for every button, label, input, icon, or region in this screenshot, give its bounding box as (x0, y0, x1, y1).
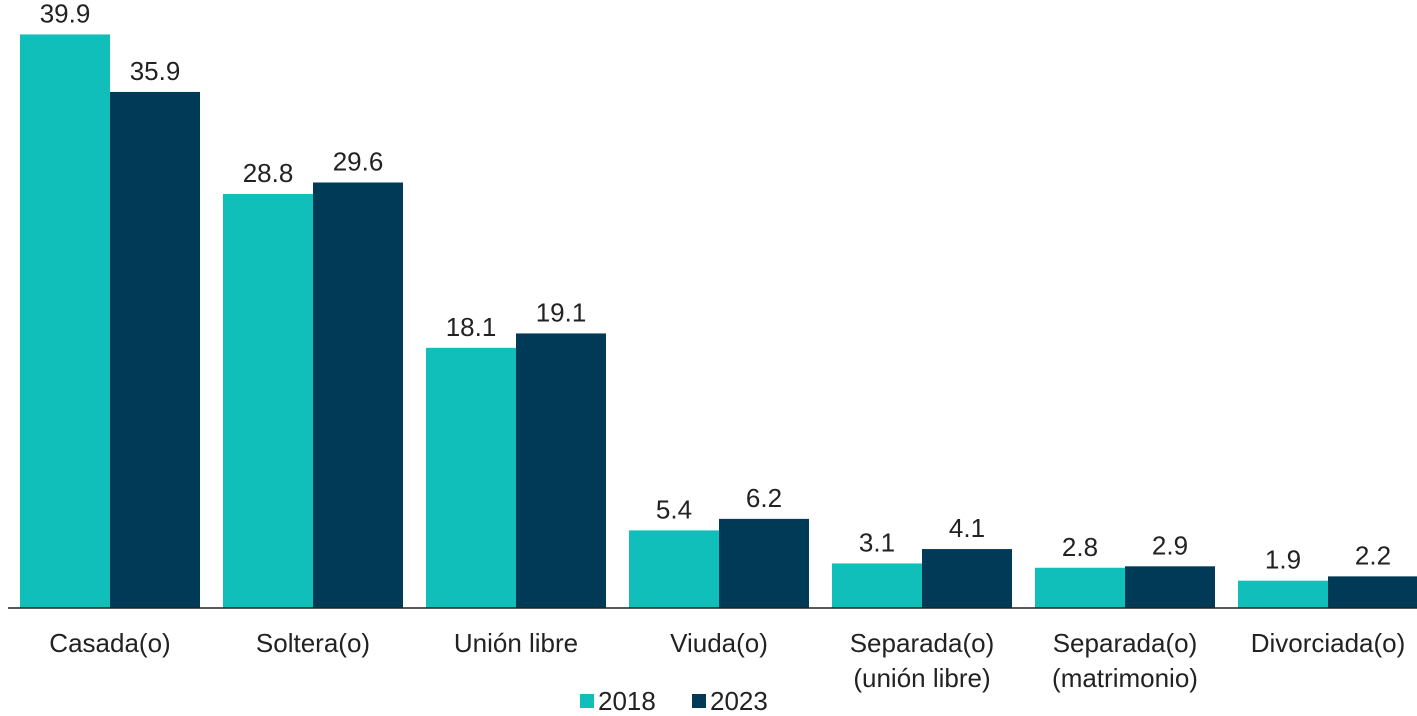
data-label: 3.1 (859, 527, 895, 557)
x-tick-label-line: Soltera(o) (256, 628, 370, 658)
legend-label: 2023 (710, 686, 768, 716)
data-label: 18.1 (446, 312, 497, 342)
x-tick-label: Divorciada(o) (1251, 628, 1406, 658)
bar (1035, 567, 1125, 608)
x-tick-label-line: (matrimonio) (1052, 663, 1198, 693)
bar (110, 91, 200, 608)
x-tick-label-line: Divorciada(o) (1251, 628, 1406, 658)
legend-label: 2018 (598, 686, 656, 716)
bar (223, 194, 313, 608)
data-label: 6.2 (746, 483, 782, 513)
data-label: 28.8 (243, 158, 294, 188)
x-tick-label: Separada(o) (unión libre) (850, 628, 995, 693)
x-tick-label: Casada(o) (49, 628, 170, 658)
bar (1328, 576, 1417, 608)
bar (922, 549, 1012, 608)
x-tick-label-line: Viuda(o) (670, 628, 768, 658)
legend-swatch (580, 694, 594, 708)
x-tick-label-line: Unión libre (454, 628, 578, 658)
data-label: 1.9 (1265, 545, 1301, 575)
bar (1238, 580, 1328, 608)
data-label: 39.9 (40, 0, 91, 28)
bar (832, 563, 922, 608)
data-label: 35.9 (130, 56, 181, 86)
x-tick-label: Viuda(o) (670, 628, 768, 658)
data-label: 19.1 (536, 297, 587, 327)
bar (1125, 566, 1215, 608)
x-tick-label-line: (unión libre) (853, 663, 990, 693)
data-label: 2.2 (1355, 540, 1391, 570)
legend-swatch (692, 694, 706, 708)
x-tick-label: Soltera(o) (256, 628, 370, 658)
x-tick-label-line: Separada(o) (1053, 628, 1198, 658)
x-tick-label: Unión libre (454, 628, 578, 658)
data-label: 5.4 (656, 494, 692, 524)
data-label: 4.1 (949, 513, 985, 543)
x-tick-label-line: Separada(o) (850, 628, 995, 658)
data-label: 2.8 (1062, 532, 1098, 562)
bar (719, 518, 809, 608)
bar (313, 182, 403, 608)
bar (629, 530, 719, 608)
bar (426, 347, 516, 608)
x-tick-label: Separada(o) (matrimonio) (1052, 628, 1198, 693)
data-label: 2.9 (1152, 530, 1188, 560)
x-tick-label-line: Casada(o) (49, 628, 170, 658)
bar (516, 333, 606, 608)
bar (20, 34, 110, 608)
data-label: 29.6 (333, 147, 384, 177)
